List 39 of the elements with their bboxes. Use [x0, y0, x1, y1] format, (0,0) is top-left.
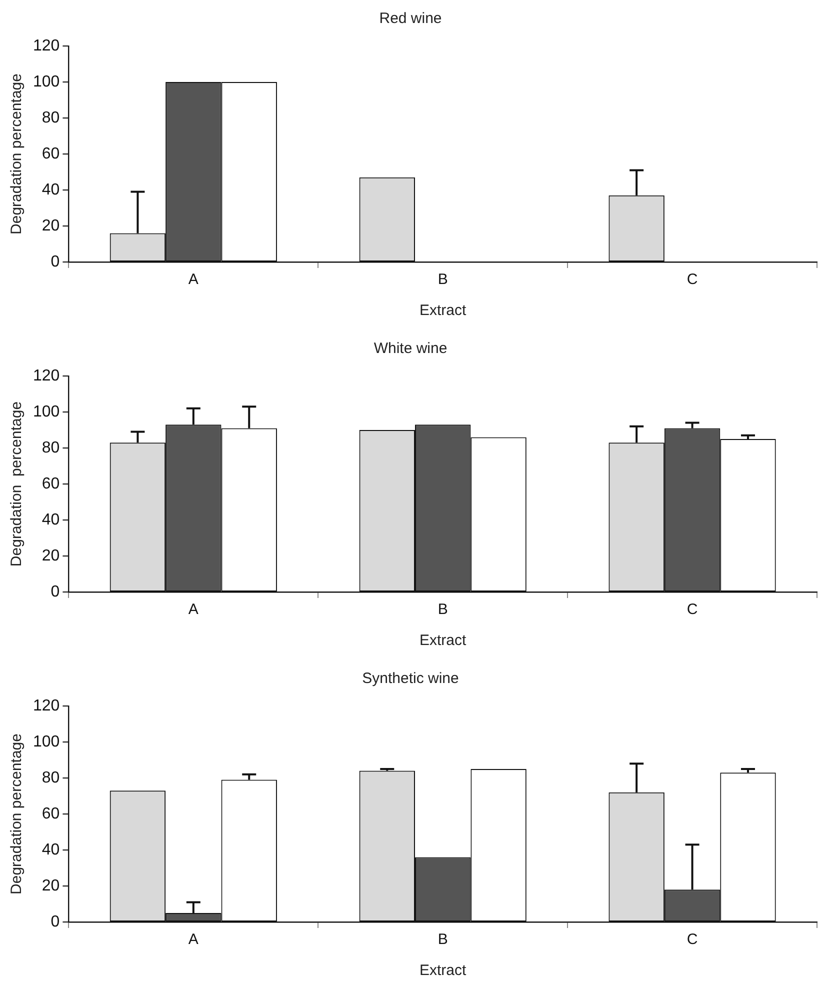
y-tick-label: 0: [50, 583, 60, 600]
x-tick-label: C: [686, 601, 698, 618]
y-tick-label: 60: [42, 145, 60, 162]
y-axis-title: Degradation percentage: [8, 74, 26, 234]
x-tick-label: A: [188, 931, 198, 948]
x-tick-label: C: [686, 271, 698, 288]
y-tick-label: 100: [32, 403, 60, 420]
y-tick-label: 80: [42, 109, 60, 126]
x-axis-title: Extract: [420, 302, 468, 320]
x-tick-label: B: [438, 931, 448, 948]
y-tick-label: 120: [32, 367, 60, 384]
chart-title: Red wine: [379, 10, 442, 28]
x-tick-label: C: [686, 931, 698, 948]
x-axis-title: Extract: [420, 962, 468, 980]
y-tick-label: 40: [42, 511, 60, 528]
chart-title: Synthetic wine: [362, 670, 459, 688]
y-tick-label: 20: [42, 547, 60, 564]
y-tick-label: 60: [42, 805, 60, 822]
y-tick-label: 0: [50, 913, 60, 930]
x-tick-label: A: [188, 601, 198, 618]
x-axis-title: Extract: [420, 632, 468, 650]
x-tick-label: B: [438, 601, 448, 618]
y-tick-label: 40: [42, 841, 60, 858]
y-tick-label: 20: [42, 877, 60, 894]
y-tick-label: 40: [42, 181, 60, 198]
x-tick-label: A: [188, 271, 198, 288]
y-tick-label: 100: [32, 733, 60, 750]
y-tick-label: 0: [50, 253, 60, 270]
y-tick-label: 120: [32, 697, 60, 714]
y-axis-title: Degradation percentage: [8, 734, 26, 894]
y-tick-label: 60: [42, 475, 60, 492]
y-tick-label: 80: [42, 769, 60, 786]
y-axis-title: Degradation percentage: [8, 401, 26, 567]
y-tick-label: 20: [42, 217, 60, 234]
y-tick-label: 80: [42, 439, 60, 456]
x-tick-label: B: [438, 271, 448, 288]
y-tick-label: 100: [32, 73, 60, 90]
chart-title: White wine: [374, 340, 448, 358]
y-tick-label: 120: [32, 37, 60, 54]
